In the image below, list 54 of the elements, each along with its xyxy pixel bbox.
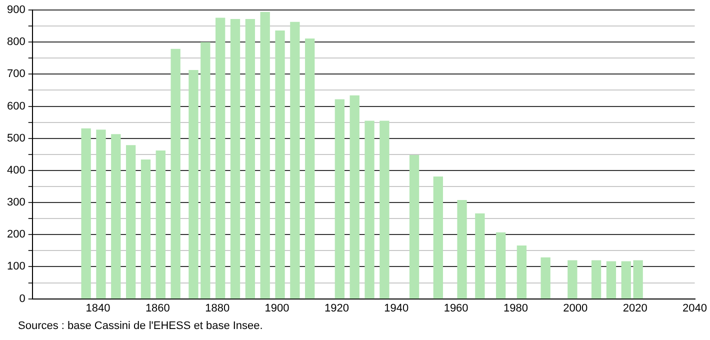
bar [81, 128, 91, 299]
bar [170, 48, 180, 299]
x-tick-label: 2020 [622, 302, 648, 314]
x-tick-label: 1920 [324, 302, 349, 314]
bar [633, 260, 643, 299]
bar [156, 150, 166, 299]
bar [621, 261, 631, 299]
x-tick-label: 1960 [444, 302, 468, 314]
bar [245, 18, 256, 299]
bar [457, 200, 467, 299]
bar [334, 99, 345, 299]
y-tick-label: 0 [19, 292, 26, 305]
bar [475, 213, 485, 299]
bar [260, 12, 270, 299]
x-tick-label: 1900 [264, 302, 290, 314]
x-tick-label: 2000 [563, 302, 588, 314]
bar [290, 22, 300, 299]
x-tick-label: 1880 [205, 302, 230, 314]
bar [568, 260, 578, 299]
x-tick-label: 1940 [384, 302, 409, 314]
bar [126, 145, 136, 299]
x-tick-label: 2040 [682, 302, 708, 314]
bar [230, 18, 240, 299]
bar [275, 30, 285, 299]
bar [350, 95, 360, 299]
bar [409, 155, 420, 299]
y-tick-label: 500 [6, 132, 26, 144]
y-tick-label: 200 [6, 228, 26, 241]
bar [591, 260, 602, 299]
y-tick-label: 700 [6, 68, 26, 80]
bar [433, 176, 443, 299]
y-tick-label: 100 [6, 260, 26, 273]
y-tick-label: 400 [6, 164, 26, 176]
bar [111, 134, 121, 299]
bar [216, 18, 226, 299]
x-tick-label: 1980 [503, 302, 528, 314]
bar [188, 70, 198, 299]
y-tick-label: 900 [6, 4, 26, 16]
x-tick-label: 1860 [145, 302, 170, 314]
bar [606, 261, 616, 299]
bar [96, 130, 106, 299]
bar [305, 38, 315, 299]
bar [364, 120, 374, 299]
bar [140, 160, 151, 299]
x-tick-label: 1840 [86, 302, 110, 314]
y-tick-label: 800 [6, 36, 26, 48]
bar [540, 257, 550, 299]
y-tick-label: 600 [6, 100, 26, 112]
y-tick-label: 300 [6, 196, 26, 209]
source-note: Sources : base Cassini de l'EHESS et base Insee. [18, 320, 264, 332]
bar [200, 42, 210, 299]
bar [496, 232, 506, 299]
bar [516, 246, 527, 299]
bar [380, 120, 390, 299]
